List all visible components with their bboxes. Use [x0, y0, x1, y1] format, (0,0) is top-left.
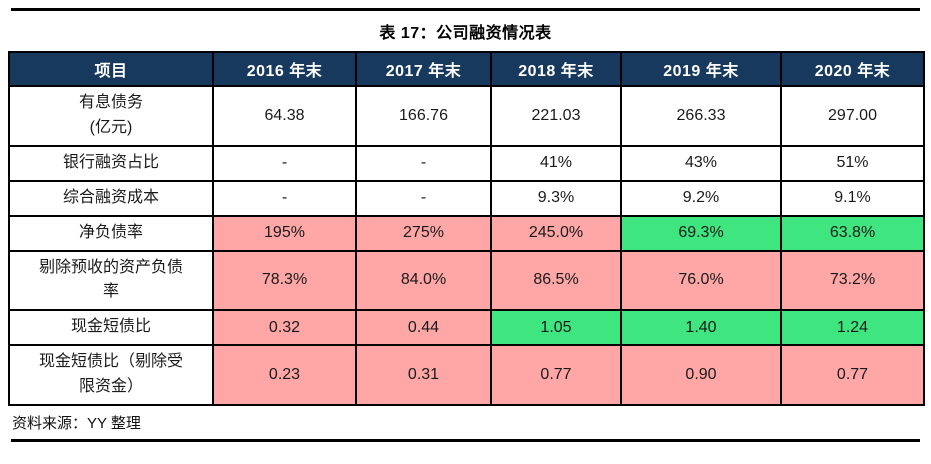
table-row: 净负债率 195% 275% 245.0% 69.3% 63.8% — [8, 214, 925, 252]
table-row: 综合融资成本 - -9.3% 9.2% 9.1% — [8, 179, 925, 217]
value-cell: 0.23 — [212, 344, 357, 406]
top-rule — [11, 8, 920, 11]
table-row: 现金短债比（剔除受 限资金） 0.23 0.31 0.77 0.90 0.77 — [8, 344, 925, 406]
value-cell: 9.3% — [490, 179, 622, 217]
source-note: 资料来源：YY 整理 — [12, 414, 141, 432]
value-cell: 1.24 — [780, 309, 925, 347]
table-row: 有息债务 (亿元) 64.38 166.76 221.03 266.33 297.00 — [8, 85, 925, 147]
table-title: 表 17：公司融资情况表 — [379, 25, 552, 42]
value-cell: 0.77 — [490, 344, 622, 406]
header-cell-item: 项目 — [8, 51, 214, 87]
value-cell: 0.44 — [355, 309, 492, 347]
header-cell-2019: 2019 年末 — [620, 51, 782, 87]
value-cell: 76.0% — [620, 249, 782, 312]
row-label: 剔除预收的资产负债 率 — [8, 249, 214, 312]
value-cell: 78.3% — [212, 249, 357, 312]
value-cell: 69.3% — [620, 214, 782, 252]
value-cell: - — [212, 179, 357, 217]
header-cell-2016: 2016 年末 — [212, 51, 357, 87]
table-row: 剔除预收的资产负债 率 78.3% 84.0% 86.5% 76.0% 73.2% — [8, 249, 925, 312]
value-cell: 266.33 — [620, 85, 782, 147]
table-row: 银行融资占比 - -41% 43% 51% — [8, 144, 925, 182]
value-cell: 63.8% — [780, 214, 925, 252]
value-cell: 9.1% — [780, 179, 925, 217]
value-cell: 43% — [620, 144, 782, 182]
value-cell: 195% — [212, 214, 357, 252]
row-label: 有息债务 (亿元) — [8, 85, 214, 147]
value-cell: 166.76 — [355, 85, 492, 147]
value-cell: 297.00 — [780, 85, 925, 147]
value-cell: 0.77 — [780, 344, 925, 406]
header-cell-2017: 2017 年末 — [355, 51, 492, 87]
header-cell-2018: 2018 年末 — [490, 51, 622, 87]
value-cell: 0.31 — [355, 344, 492, 406]
header-cell-2020: 2020 年末 — [780, 51, 925, 87]
value-cell: 73.2% — [780, 249, 925, 312]
value-cell: 0.90 — [620, 344, 782, 406]
value-cell: 9.2% — [620, 179, 782, 217]
bottom-rule — [11, 438, 920, 442]
row-label: 净负债率 — [8, 214, 214, 252]
value-cell: 221.03 — [490, 85, 622, 147]
value-cell: - — [355, 179, 492, 217]
financing-table: 项目 2016 年末 2017 年末 2018 年末 2019 年末 2020 … — [8, 51, 925, 406]
header-row: 项目 2016 年末 2017 年末 2018 年末 2019 年末 2020 … — [8, 51, 925, 87]
row-label: 现金短债比 — [8, 309, 214, 347]
value-cell: 41% — [490, 144, 622, 182]
value-cell: 51% — [780, 144, 925, 182]
value-cell: 84.0% — [355, 249, 492, 312]
value-cell: 86.5% — [490, 249, 622, 312]
row-label: 银行融资占比 — [8, 144, 214, 182]
row-label: 现金短债比（剔除受 限资金） — [8, 344, 214, 406]
value-cell: - — [212, 144, 357, 182]
value-cell: - — [355, 144, 492, 182]
table-row: 现金短债比 0.32 0.44 1.05 1.40 1.24 — [8, 309, 925, 347]
value-cell: 245.0% — [490, 214, 622, 252]
value-cell: 64.38 — [212, 85, 357, 147]
value-cell: 1.40 — [620, 309, 782, 347]
value-cell: 1.05 — [490, 309, 622, 347]
row-label: 综合融资成本 — [8, 179, 214, 217]
value-cell: 0.32 — [212, 309, 357, 347]
value-cell: 275% — [355, 214, 492, 252]
